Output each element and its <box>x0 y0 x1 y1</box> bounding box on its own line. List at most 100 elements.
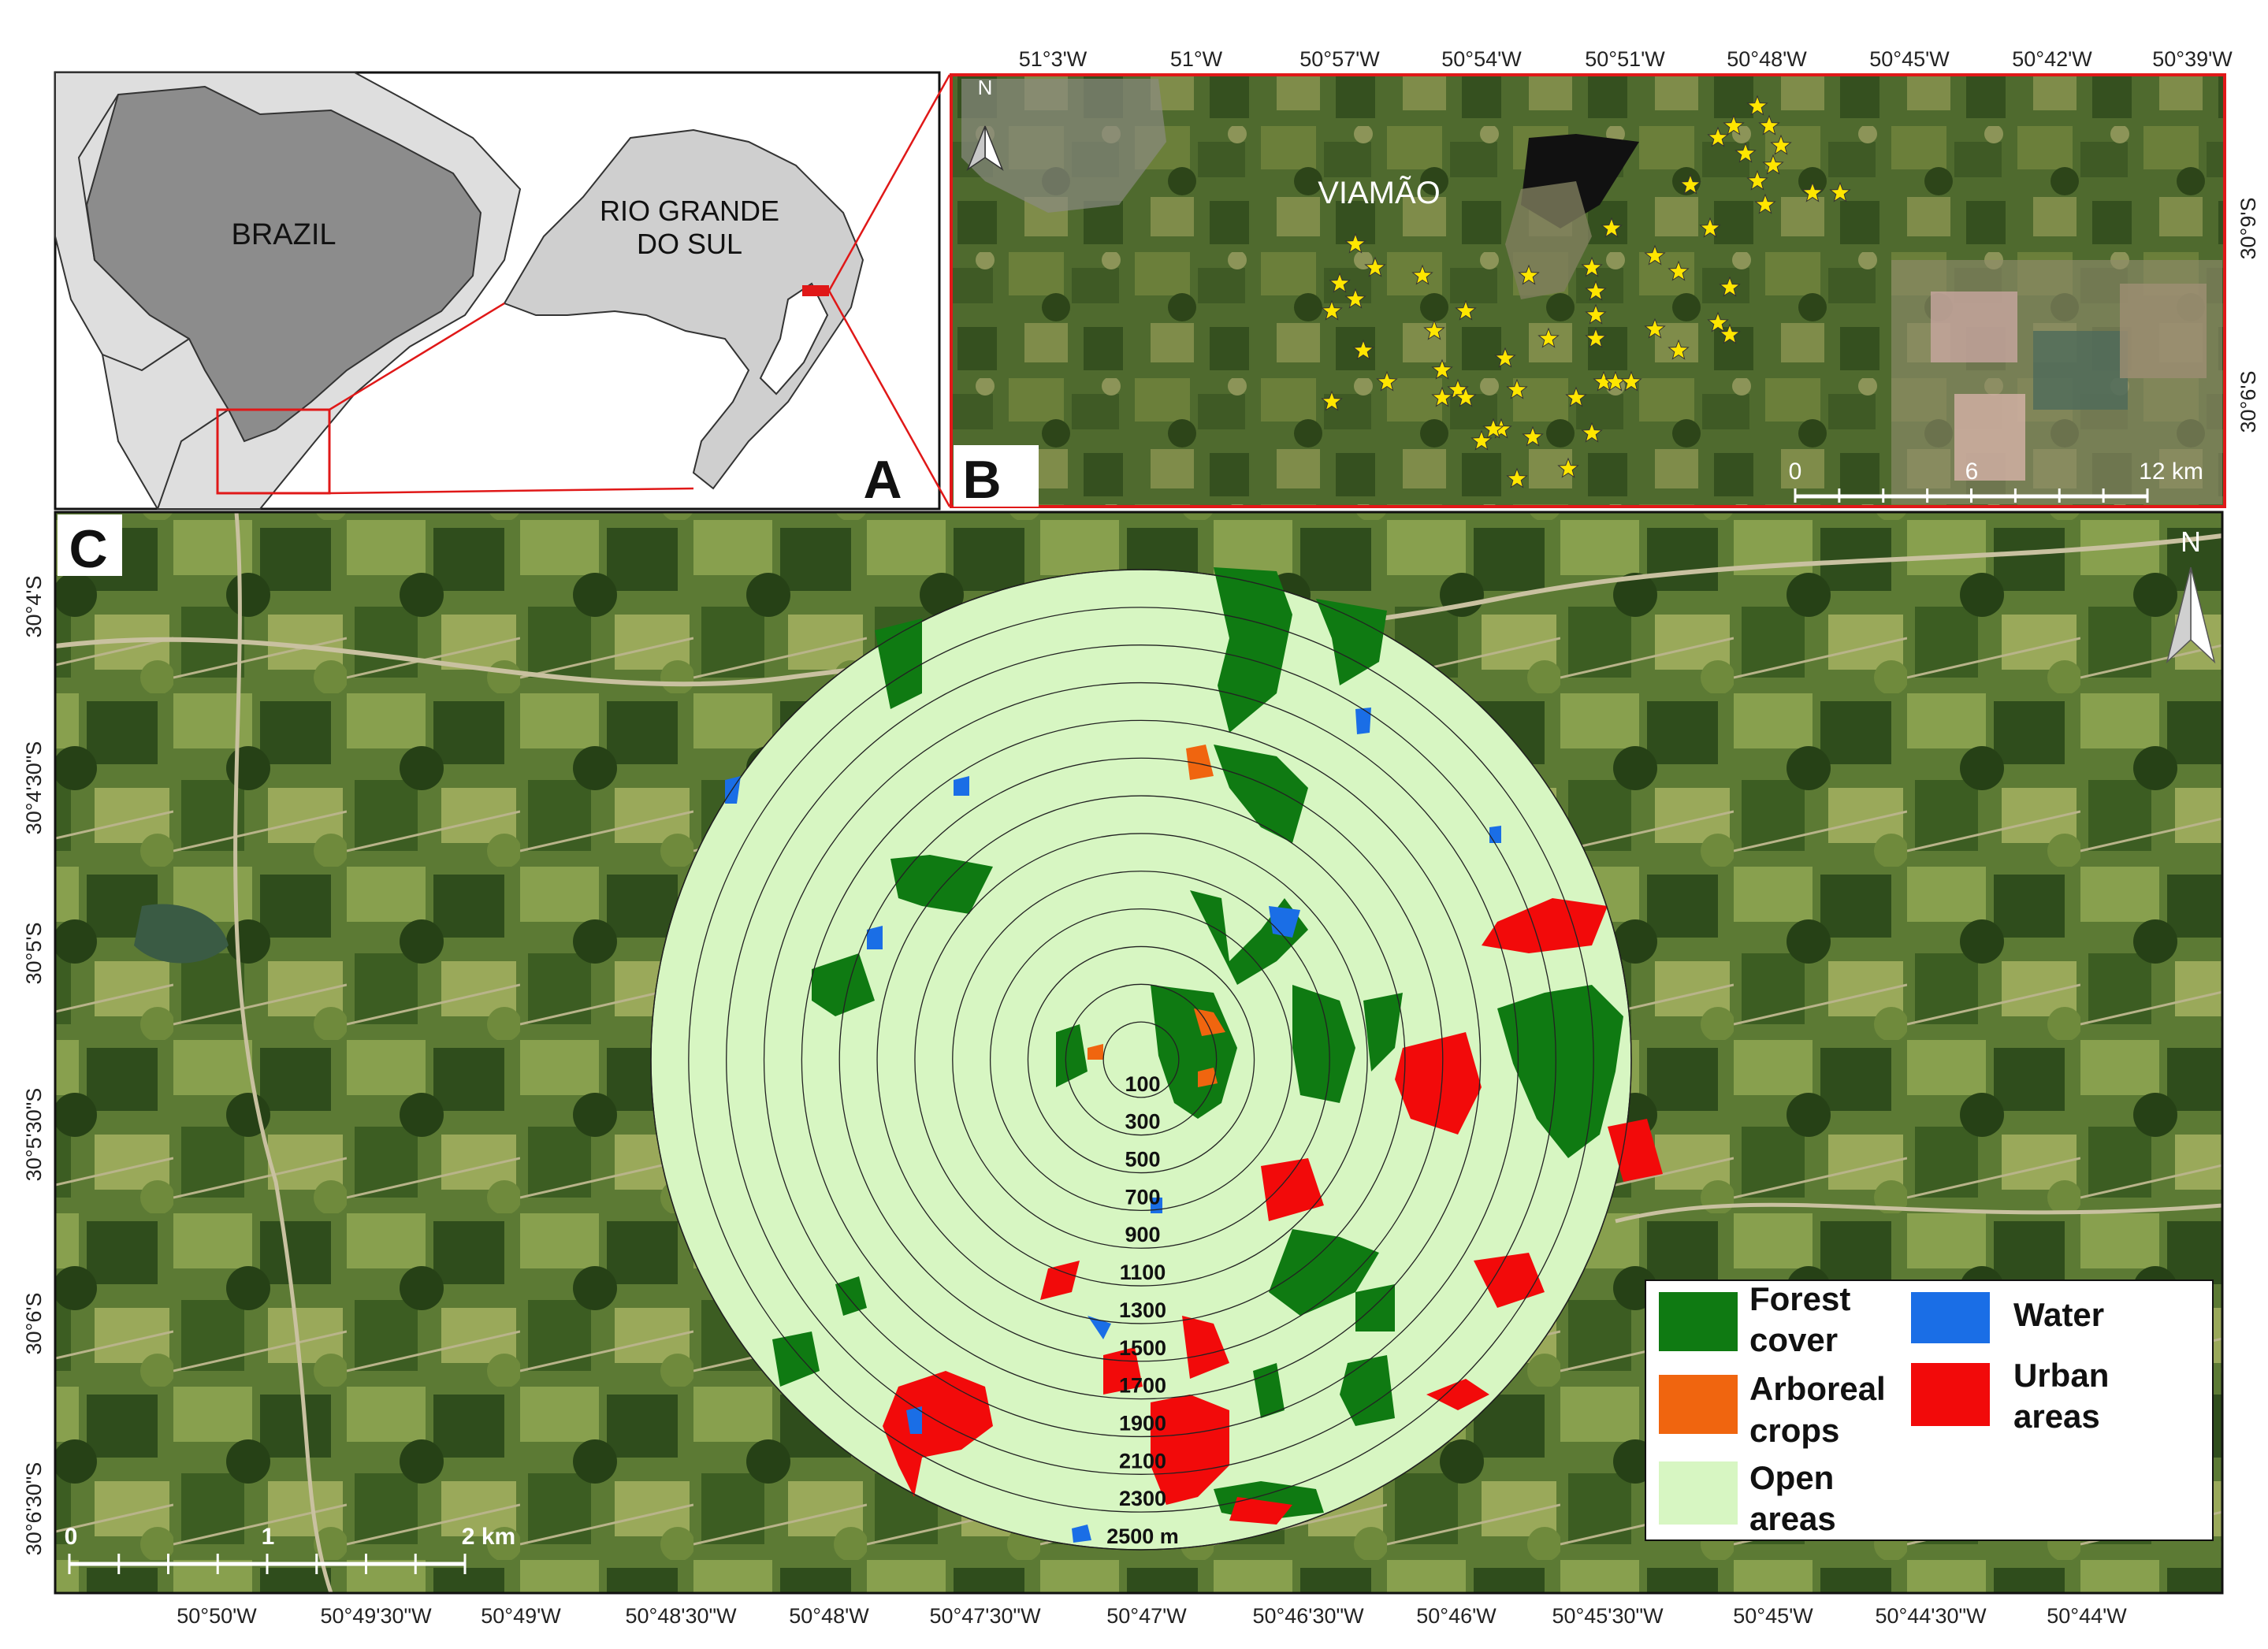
distance-rings <box>650 569 1632 1551</box>
legend-urban-line1: Urban <box>2013 1357 2109 1394</box>
scale-c-1: 1 <box>262 1524 275 1550</box>
sampling-point-star <box>1723 114 1745 136</box>
b-top-tick-0: 51°3'W <box>1019 47 1088 71</box>
scale-bar-b: 0 6 12 km <box>1789 459 2203 503</box>
panel-a-inset-map: BRAZIL RIO GRANDE DO SUL A <box>54 71 941 511</box>
ring-labels: 100 300 500 700 900 1100 1300 1500 1700 1900 2100 2… <box>1106 1072 1179 1548</box>
sampling-point-star <box>1329 272 1351 293</box>
scale-bar-c: 0 1 2 km <box>65 1524 515 1574</box>
sampling-point-star <box>1518 264 1540 285</box>
sampling-point-star <box>1352 339 1374 360</box>
sampling-point-star <box>1801 181 1824 202</box>
legend-arboreal-line2: crops <box>1749 1412 1839 1449</box>
legend-open-line1: Open <box>1749 1459 1834 1496</box>
c-left-tick-0: 30°4'S <box>22 575 46 637</box>
legend-swatch-forest <box>1659 1292 1738 1351</box>
sampling-point-star <box>1668 260 1690 281</box>
sampling-point-star <box>1321 390 1343 411</box>
ring-label: 2300 <box>1119 1487 1166 1510</box>
sampling-point-star <box>1455 299 1477 321</box>
distance-ring <box>650 569 1632 1551</box>
sampling-point-star <box>1522 425 1544 447</box>
c-bottom-tick-11: 50°44'30"W <box>1875 1604 1987 1628</box>
legend-swatch-water <box>1911 1292 1990 1343</box>
scale-b-12: 12 km <box>2139 459 2203 485</box>
distance-ring <box>914 833 1368 1287</box>
scale-c-2: 2 km <box>462 1524 515 1550</box>
distance-ring <box>838 757 1444 1362</box>
panel-a-letter: A <box>863 450 902 510</box>
distance-ring <box>1102 1021 1180 1098</box>
scale-c-0: 0 <box>65 1524 78 1550</box>
sampling-point-star <box>1707 311 1729 332</box>
sampling-point-star <box>1581 256 1603 277</box>
state-label-line2: DO SUL <box>637 228 742 260</box>
panel-b-satellite-map: VIAMÃO N 0 6 12 km B <box>950 73 2226 510</box>
sampling-point-star <box>1376 370 1398 392</box>
inset-box-a <box>216 408 331 495</box>
north-label-c: N <box>2181 526 2201 558</box>
sampling-point-star <box>1719 323 1741 344</box>
ring-label: 2500 m <box>1106 1525 1179 1548</box>
sampling-point-star <box>1746 95 1768 116</box>
ring-label: 1300 <box>1119 1298 1166 1322</box>
sampling-point-star <box>1585 327 1607 348</box>
b-top-tick-6: 50°45'W <box>1869 47 1950 71</box>
scale-b-0: 0 <box>1789 459 1802 485</box>
distance-ring <box>763 682 1519 1438</box>
legend-water-line1: Water <box>2013 1296 2104 1333</box>
ring-label: 1100 <box>1120 1261 1166 1284</box>
sampling-point-star <box>1494 347 1516 368</box>
sampling-point-star <box>1431 358 1453 380</box>
city-label: VIAMÃO <box>1318 175 1441 210</box>
sampling-point-star <box>1470 429 1493 451</box>
b-top-tick-5: 50°48'W <box>1727 47 1807 71</box>
c-left-tick-2: 30°5'S <box>22 922 46 984</box>
sampling-point-star <box>1344 232 1366 254</box>
legend-arboreal-line1: Arboreal <box>1749 1370 1886 1407</box>
sampling-point-star <box>1620 370 1642 392</box>
sampling-point-star <box>1506 378 1528 399</box>
sampling-point-star <box>1644 244 1666 266</box>
north-arrow-b: N <box>966 76 1004 172</box>
b-top-tick-3: 50°54'W <box>1441 47 1522 71</box>
study-area-marker <box>802 285 829 296</box>
ring-label: 100 <box>1125 1072 1160 1096</box>
sampling-point-star <box>1734 142 1757 163</box>
sampling-point-star <box>1719 276 1741 297</box>
panel-b-letter: B <box>962 450 1001 510</box>
distance-ring <box>688 607 1594 1513</box>
distance-ring <box>876 795 1406 1324</box>
sampling-point-star <box>1455 386 1477 407</box>
b-top-tick-1: 51°W <box>1170 47 1223 71</box>
sampling-points <box>1321 95 1851 488</box>
b-top-tick-2: 50°57'W <box>1299 47 1380 71</box>
c-bottom-tick-5: 50°47'30"W <box>929 1604 1041 1628</box>
ring-label: 300 <box>1125 1110 1160 1134</box>
panel-c-bottom-ticks: 50°50'W 50°49'30"W 50°49'W 50°48'30"W 50… <box>177 1604 2127 1628</box>
c-bottom-tick-12: 50°44'W <box>2047 1604 2127 1628</box>
sampling-point-star <box>1762 154 1784 175</box>
sampling-point-star <box>1506 467 1528 488</box>
scale-b-6: 6 <box>1965 459 1979 485</box>
sampling-point-star <box>1321 299 1343 321</box>
b-top-tick-4: 50°51'W <box>1585 47 1665 71</box>
brazil-shape <box>85 85 482 443</box>
sampling-point-star <box>1482 418 1504 439</box>
north-arrow-c: N <box>2166 526 2216 664</box>
ring-label: 2100 <box>1119 1449 1166 1473</box>
distance-ring <box>726 644 1556 1475</box>
distance-ring <box>1065 983 1218 1136</box>
legend-swatch-arboreal <box>1659 1375 1738 1434</box>
c-bottom-tick-7: 50°46'30"W <box>1252 1604 1364 1628</box>
brazil-label: BRAZIL <box>231 218 336 251</box>
ring-label: 1700 <box>1119 1374 1166 1398</box>
ring-label: 900 <box>1125 1223 1160 1246</box>
sampling-point-star <box>1707 126 1729 147</box>
c-bottom-tick-9: 50°45'30"W <box>1552 1604 1664 1628</box>
legend: Forest cover Water Arboreal crops Urban … <box>1645 1279 2214 1541</box>
open-areas-disc <box>650 569 1632 1551</box>
c-left-tick-3: 30°5'30"S <box>22 1088 46 1182</box>
panel-c-land-use-map: 100 300 500 700 900 1100 1300 1500 1700 1900 2100 2… <box>54 511 2224 1595</box>
sampling-point-star <box>1668 339 1690 360</box>
